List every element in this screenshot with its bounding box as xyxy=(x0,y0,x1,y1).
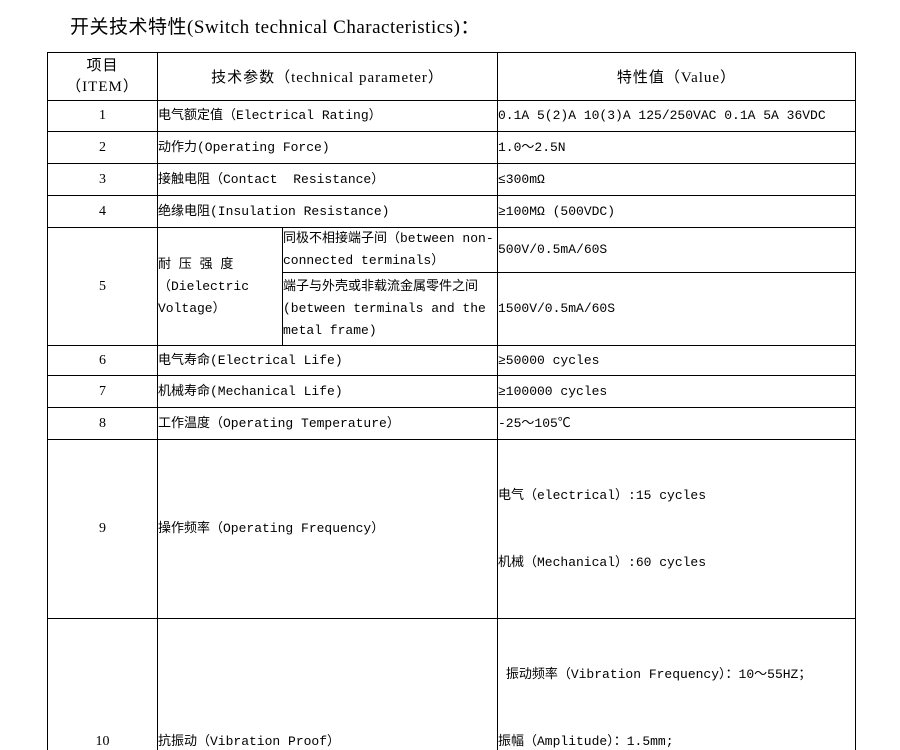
value-cell: 500V/0.5mA/60S xyxy=(497,227,856,273)
value-cell: ≤300mΩ xyxy=(497,163,856,196)
header-value: 特性值（Value） xyxy=(497,52,856,101)
header-item-line2: （ITEM） xyxy=(66,78,139,95)
item-number: 8 xyxy=(47,407,158,440)
table-row: 7 机械寿命(Mechanical Life) ≥100000 cycles xyxy=(47,375,856,408)
value-line: 振幅（Amplitude）：1.5mm; xyxy=(498,734,674,749)
item-number: 2 xyxy=(47,131,158,164)
value-line: 机械（Mechanical）:60 cycles xyxy=(498,555,707,570)
table-row: 10 抗振动（Vibration Proof） 振动频率（Vibration F… xyxy=(47,618,856,750)
table-row: 1 电气额定值（Electrical Rating） 0.1A 5(2)A 10… xyxy=(47,100,856,132)
item-number: 1 xyxy=(47,100,158,132)
table-row: 6 电气寿命(Electrical Life) ≥50000 cycles xyxy=(47,345,856,376)
table-header-row: 项目 （ITEM） 技术参数（technical parameter） 特性值（… xyxy=(47,52,856,101)
parameter-cell: 工作温度（Operating Temperature） xyxy=(157,407,498,440)
item-number: 6 xyxy=(47,345,158,376)
parameter-cell: 耐 压 强 度 （Dielectric Voltage） xyxy=(157,227,283,346)
value-line: 振动频率（Vibration Frequency）：10～55HZ； xyxy=(498,667,812,682)
header-parameter: 技术参数（technical parameter） xyxy=(157,52,498,101)
value-cell: 1500V/0.5mA/60S xyxy=(497,272,856,346)
value-cell: 1.0～2.5N xyxy=(497,131,856,164)
item-number: 10 xyxy=(47,618,158,750)
parameter-cell: 抗振动（Vibration Proof） xyxy=(157,618,498,750)
parameter-cell: 电气寿命(Electrical Life) xyxy=(157,345,498,376)
value-cell: 电气（electrical）:15 cycles 机械（Mechanical）:… xyxy=(497,439,856,619)
value-cell: ≥100MΩ (500VDC) xyxy=(497,195,856,228)
sub-condition-cell: 同极不相接端子间（between non-connected terminals… xyxy=(282,227,498,273)
item-number: 7 xyxy=(47,375,158,408)
switch-characteristics-table: 项目 （ITEM） 技术参数（technical parameter） 特性值（… xyxy=(47,52,856,750)
parameter-cell: 操作频率（Operating Frequency） xyxy=(157,439,498,619)
table-row: 端子与外壳或非载流金属零件之间(between terminals and th… xyxy=(48,272,856,346)
item-number: 9 xyxy=(47,439,158,619)
table-row: 4 绝缘电阻(Insulation Resistance) ≥100MΩ (50… xyxy=(47,195,856,228)
value-cell: ≥50000 cycles xyxy=(497,345,856,376)
parameter-cell: 电气额定值（Electrical Rating） xyxy=(157,100,498,132)
item-number: 4 xyxy=(47,195,158,228)
parameter-cell: 接触电阻（Contact Resistance） xyxy=(157,163,498,196)
table-row: 8 工作温度（Operating Temperature） -25～105℃ xyxy=(47,407,856,440)
parameter-cell: 动作力(Operating Force) xyxy=(157,131,498,164)
value-cell: -25～105℃ xyxy=(497,407,856,440)
header-item-line1: 项目 xyxy=(86,57,119,74)
item-number: 5 xyxy=(47,227,158,346)
parameter-cell: 机械寿命(Mechanical Life) xyxy=(157,375,498,408)
item-number: 3 xyxy=(47,163,158,196)
value-cell: 0.1A 5(2)A 10(3)A 125/250VAC 0.1A 5A 36V… xyxy=(497,100,856,132)
page-title: 开关技术特性(Switch technical Characteristics)… xyxy=(70,17,480,38)
value-cell: ≥100000 cycles xyxy=(497,375,856,408)
sub-condition-cell: 端子与外壳或非载流金属零件之间(between terminals and th… xyxy=(282,272,498,346)
header-item: 项目 （ITEM） xyxy=(47,52,158,101)
table-row: 2 动作力(Operating Force) 1.0～2.5N xyxy=(47,131,856,164)
table-row: 3 接触电阻（Contact Resistance） ≤300mΩ xyxy=(47,163,856,196)
value-cell: 振动频率（Vibration Frequency）：10～55HZ； 振幅（Am… xyxy=(497,618,856,750)
table-row: 5 耐 压 强 度 （Dielectric Voltage） 同极不相接端子间（… xyxy=(47,227,856,346)
parameter-cell: 绝缘电阻(Insulation Resistance) xyxy=(157,195,498,228)
table-row: 9 操作频率（Operating Frequency） 电气（electrica… xyxy=(47,439,856,619)
value-line: 电气（electrical）:15 cycles xyxy=(498,488,707,503)
